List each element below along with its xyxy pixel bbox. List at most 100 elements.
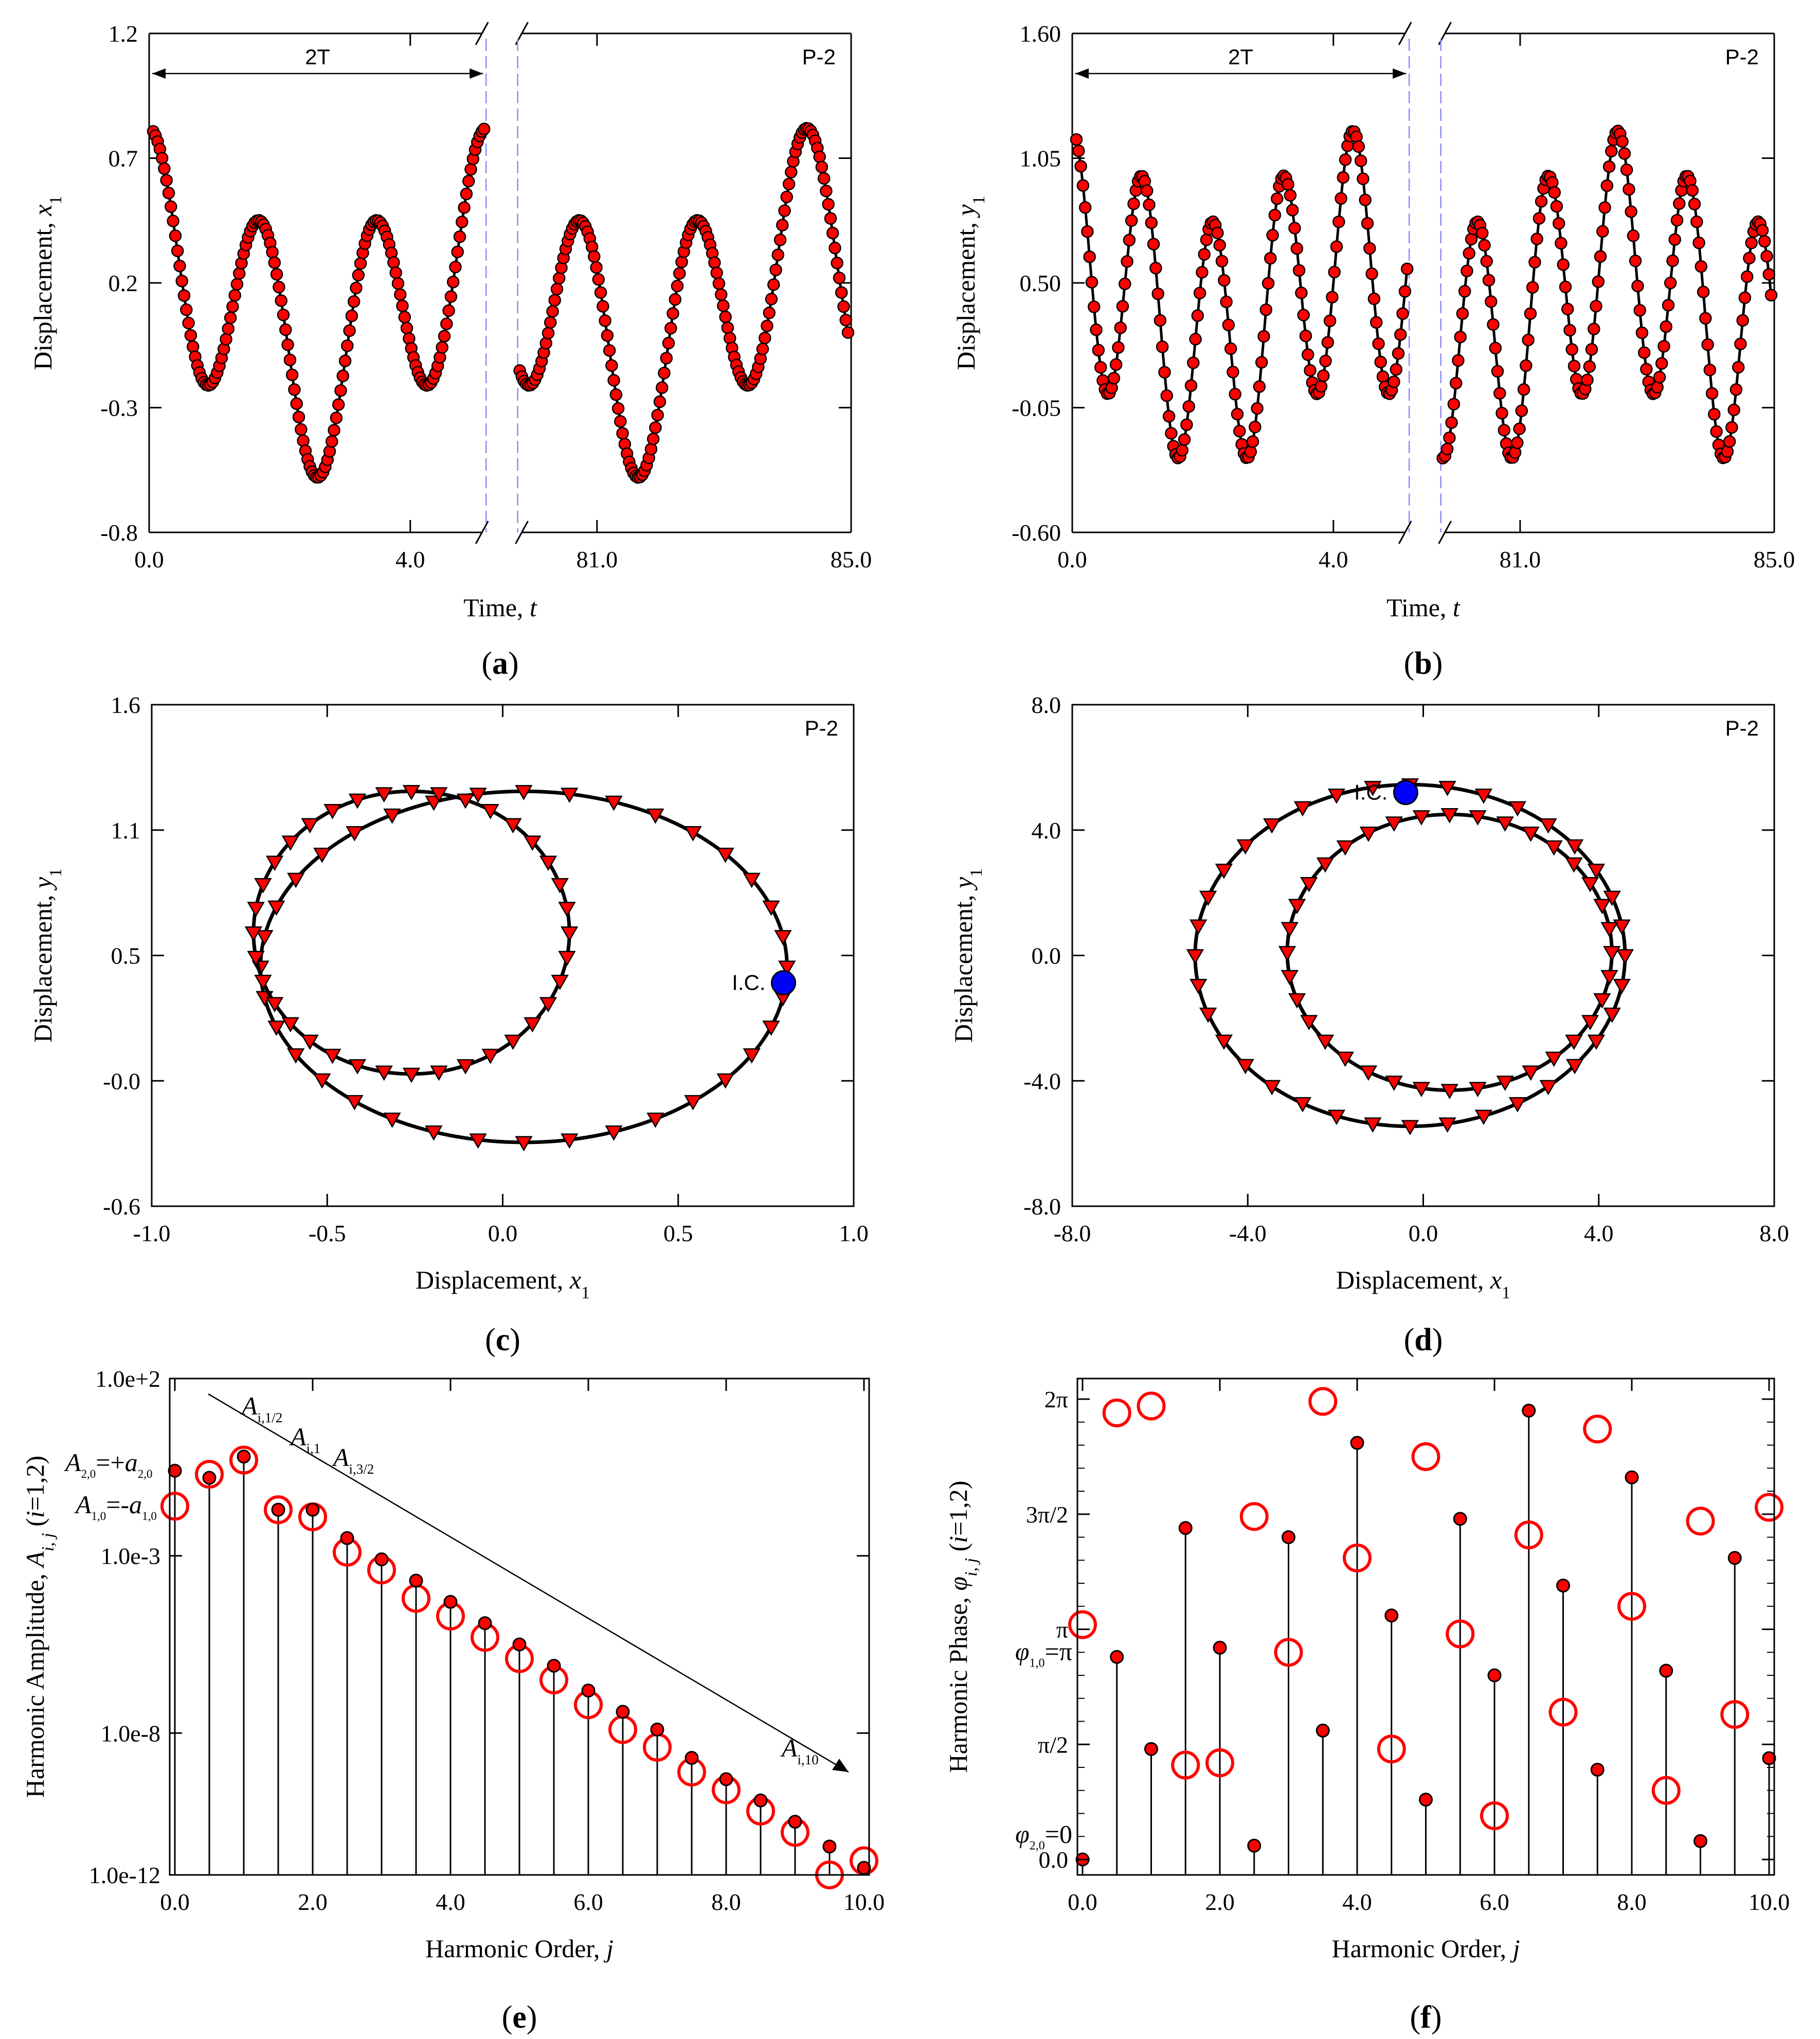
filled-marker [374, 1552, 389, 1567]
data-point [352, 269, 365, 282]
trajectory-marker [551, 878, 569, 893]
data-point [1284, 189, 1297, 202]
data-point [1454, 330, 1467, 344]
data-point [1160, 389, 1174, 402]
data-point [1557, 258, 1570, 271]
trajectory-marker [1438, 781, 1456, 796]
trajectory-marker [1469, 810, 1487, 826]
x-tick-label: -0.5 [309, 1220, 346, 1246]
filled-marker [650, 1722, 664, 1737]
data-point [599, 314, 611, 327]
trajectory-marker [1412, 1082, 1431, 1098]
filled-marker [788, 1815, 802, 1829]
period-label: 2T [305, 45, 330, 69]
trajectory-loop [259, 789, 789, 1144]
data-point [266, 246, 279, 259]
data-point [660, 351, 673, 365]
open-marker [1137, 1391, 1166, 1421]
data-point [1729, 383, 1743, 396]
y-tick-label: 0.0 [1039, 1847, 1069, 1873]
data-point [1116, 300, 1129, 313]
data-point [1262, 277, 1275, 290]
data-point [1567, 360, 1581, 372]
annotation-a-half: Ai,1/2 [240, 1391, 282, 1425]
data-point [1522, 333, 1535, 347]
panel-label-b: (b) [1404, 646, 1443, 681]
data-point [1337, 171, 1350, 184]
data-point [1088, 300, 1101, 313]
y-axis-label-group: Harmonic Amplitude, Ai, j (i=1,2) [21, 1456, 58, 1798]
y-tick-label: π/2 [1038, 1731, 1068, 1758]
period-arrow-head [1075, 68, 1089, 79]
y-axis-label-group: Displacement, y1 [949, 868, 986, 1043]
data-point [778, 204, 791, 217]
data-point [1352, 140, 1365, 153]
data-point [1697, 285, 1710, 298]
data-point [1184, 379, 1198, 392]
data-point [1664, 276, 1677, 290]
open-marker [1686, 1507, 1715, 1536]
data-point [605, 359, 618, 372]
data-point [1319, 354, 1332, 367]
trajectory-marker [1215, 864, 1233, 879]
data-point [1461, 264, 1473, 277]
filled-marker [340, 1531, 354, 1545]
data-point [1686, 184, 1699, 197]
data-point [1145, 216, 1158, 229]
filled-marker [684, 1751, 699, 1765]
data-point [167, 214, 179, 227]
trajectory-marker [430, 1065, 448, 1081]
data-point [1253, 380, 1266, 393]
open-marker [1308, 1387, 1338, 1416]
filled-marker [581, 1684, 596, 1698]
axis-break-mark [1398, 521, 1412, 544]
data-point [1227, 366, 1239, 379]
data-point [1692, 236, 1705, 249]
data-point [1251, 402, 1264, 415]
data-point [833, 272, 846, 284]
trajectory-marker [1327, 1110, 1346, 1125]
data-point [275, 294, 287, 307]
data-point [1335, 192, 1347, 205]
axis-break-mark [1438, 521, 1452, 544]
open-marker [264, 1495, 293, 1525]
data-point [446, 275, 460, 289]
trajectory-marker [1593, 899, 1611, 915]
y-tick-label: -0.60 [1012, 520, 1061, 546]
data-point [1092, 344, 1105, 357]
data-point [165, 200, 177, 213]
data-point [1143, 198, 1156, 211]
data-point [601, 329, 614, 342]
trajectory-marker [1603, 1007, 1621, 1023]
data-point [1394, 328, 1407, 341]
annotation-a-three-half: Ai,3/2 [332, 1443, 374, 1477]
period-arrow-head [1393, 68, 1407, 79]
data-point [1154, 314, 1167, 327]
y-axis-label: Displacement, y1 [949, 868, 986, 1043]
axis-break-mark [475, 521, 489, 544]
trajectory-marker [716, 848, 734, 863]
y-tick-label: -0.05 [1012, 395, 1061, 421]
data-point [1640, 363, 1653, 375]
x-tick-label: 0.0 [1057, 546, 1087, 573]
panel-c: -1.0 -0.5 0.0 0.5 1.0 -0.6 -0.0 0.5 1.1 1.6 P-2 I.C… [28, 692, 869, 1302]
data-point [1109, 358, 1123, 371]
open-marker [1343, 1543, 1372, 1572]
data-point [449, 260, 462, 274]
data-point [1090, 323, 1103, 336]
data-point [1076, 179, 1090, 192]
trajectory-marker [267, 1021, 285, 1036]
trajectory-marker [1281, 922, 1299, 938]
x-tick-label: 4.0 [1342, 1889, 1372, 1915]
data-point [1657, 339, 1670, 353]
trajectory-marker [402, 1067, 421, 1083]
x-axis-label: Displacement, x1 [1336, 1265, 1510, 1302]
filled-marker [1522, 1403, 1536, 1418]
data-point [160, 174, 173, 187]
data-point [1653, 371, 1666, 384]
data-point [1548, 186, 1561, 199]
x-tick-label: -1.0 [133, 1220, 171, 1246]
data-point [1666, 254, 1679, 267]
data-point [1695, 260, 1708, 273]
data-point [1326, 291, 1339, 303]
